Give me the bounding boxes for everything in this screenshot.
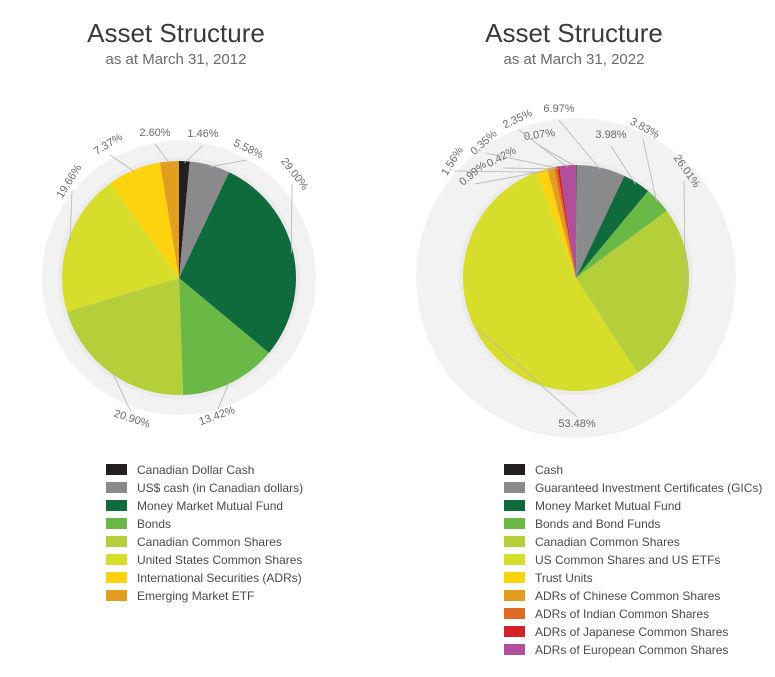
pie-slice-international-securities-adrs xyxy=(110,162,179,278)
leader-line xyxy=(610,145,636,185)
pie-slice-guaranteed-investment-certificates-gics xyxy=(576,165,625,278)
pie-slice-trust-units xyxy=(536,168,576,278)
slice-label-international-securities-adrs: 7.37% xyxy=(92,131,125,158)
slice-label-money-market-mutual-fund: 3.98% xyxy=(595,129,626,141)
legend-label-bonds: Bonds xyxy=(137,517,171,531)
leader-line xyxy=(217,381,230,410)
slice-label-canadian-common-shares: 20.90% xyxy=(112,408,151,431)
legend-swatch-us-common-shares-and-us-etfs xyxy=(504,554,525,565)
legend-swatch-money-market-mutual-fund xyxy=(504,500,525,511)
legend-swatch-bonds-and-bond-funds xyxy=(504,518,525,529)
chart-subtitle: as at March 31, 2012 xyxy=(106,51,247,68)
pie-slice-money-market-mutual-fund xyxy=(179,172,296,353)
leader-line xyxy=(290,183,293,254)
legend-label-cash: Cash xyxy=(535,463,563,477)
legend-swatch-trust-units xyxy=(504,572,525,583)
pie-slice-emerging-market-etf xyxy=(159,161,179,278)
leader-line xyxy=(109,154,135,173)
legend-swatch-adrs-of-indian-common-shares xyxy=(504,608,525,619)
legend-label-us-common-shares-and-us-etfs: US Common Shares and US ETFs xyxy=(535,553,720,567)
leader-line xyxy=(558,119,601,171)
legend-label-united-states-common-shares: United States Common Shares xyxy=(137,553,302,567)
legend-label-canadian-common-shares: Canadian Common Shares xyxy=(535,535,680,549)
slice-label-emerging-market-etf: 2.60% xyxy=(139,127,170,139)
legend-swatch-canadian-dollar-cash xyxy=(106,464,127,475)
legend-swatch-canadian-common-shares xyxy=(504,536,525,547)
pie-slice-canadian-dollar-cash xyxy=(179,161,190,278)
pie-slice-bonds-and-bond-funds xyxy=(576,191,667,278)
pie-chart-1: Asset Structure as at March 31, 2012 1.46%… xyxy=(42,18,316,603)
leader-line xyxy=(111,371,132,413)
pie-slice-adrs-of-japanese-common-shares xyxy=(556,166,576,278)
pie-slice-money-market-mutual-fund xyxy=(576,175,649,278)
leader-line xyxy=(454,170,543,173)
legend-swatch-emerging-market-etf xyxy=(106,590,127,601)
pie-slice-canadian-common-shares xyxy=(66,278,183,395)
legend-label-money-market-mutual-fund: Money Market Mutual Fund xyxy=(535,499,681,513)
chart-title: Asset Structure xyxy=(485,18,663,48)
legend-label-canadian-common-shares: Canadian Common Shares xyxy=(137,535,282,549)
leader-line xyxy=(642,138,657,202)
legend-label-emerging-market-etf: Emerging Market ETF xyxy=(137,589,254,603)
legend-label-adrs-of-european-common-shares: ADRs of European Common Shares xyxy=(535,643,728,657)
pie-slice-adrs-of-chinese-common-shares xyxy=(547,167,576,278)
leader-line xyxy=(518,129,569,168)
legend-swatch-bonds xyxy=(106,518,127,529)
leader-line xyxy=(683,180,686,298)
chart-subtitle: as at March 31, 2022 xyxy=(504,51,645,68)
legend-label-international-securities-adrs: International Securities (ADRs) xyxy=(137,571,302,585)
pie-slice-adrs-of-indian-common-shares xyxy=(553,166,576,278)
legend-label-bonds-and-bond-funds: Bonds and Bond Funds xyxy=(535,517,660,531)
legend-swatch-adrs-of-japanese-common-shares xyxy=(504,626,525,637)
leader-line xyxy=(154,143,170,164)
legend-label-adrs-of-japanese-common-shares: ADRs of Japanese Common Shares xyxy=(535,625,728,639)
legend-swatch-cash xyxy=(504,464,525,475)
leader-line xyxy=(69,190,73,242)
slice-label-guaranteed-investment-certificates-gics: 6.97% xyxy=(543,103,574,115)
legend-label-money-market-mutual-fund: Money Market Mutual Fund xyxy=(137,499,283,513)
legend-label-trust-units: Trust Units xyxy=(535,571,593,585)
legend-swatch-united-states-common-shares xyxy=(106,554,127,565)
legend-swatch-international-securities-adrs xyxy=(106,572,127,583)
leader-line xyxy=(183,144,204,164)
legend-swatch-guaranteed-investment-certificates-gics xyxy=(504,482,525,493)
leader-line xyxy=(485,152,559,169)
pie-slice-bonds xyxy=(179,278,269,395)
legend: Canadian Dollar Cash US$ cash (in Canadia… xyxy=(106,463,303,603)
leader-line xyxy=(474,169,552,185)
legend-label-canadian-dollar-cash: Canadian Dollar Cash xyxy=(137,463,254,477)
legend-swatch-canadian-common-shares xyxy=(106,536,127,547)
legend-swatch-adrs-of-european-common-shares xyxy=(504,644,525,655)
legend-swatch-money-market-mutual-fund xyxy=(106,500,127,511)
leader-line xyxy=(209,159,248,168)
leader-line xyxy=(476,327,578,418)
legend: Cash Guaranteed Investment Certificates (… xyxy=(504,463,762,657)
leader-line xyxy=(502,167,556,170)
leader-line xyxy=(539,145,577,168)
pie-slice-us-cash-in-canadian-dollars xyxy=(179,161,230,278)
slice-label-money-market-mutual-fund: 29.00% xyxy=(278,156,311,193)
legend-label-adrs-of-chinese-common-shares: ADRs of Chinese Common Shares xyxy=(535,589,720,603)
legend-swatch-adrs-of-chinese-common-shares xyxy=(504,590,525,601)
chart-title: Asset Structure xyxy=(87,18,265,48)
legend-label-guaranteed-investment-certificates-gics: Guaranteed Investment Certificates (GICs… xyxy=(535,481,762,495)
pie-slice-united-states-common-shares xyxy=(62,183,179,312)
pie-slice-adrs-of-european-common-shares xyxy=(559,165,576,278)
legend-swatch-us-cash-in-canadian-dollars xyxy=(106,482,127,493)
legend-label-us-cash-in-canadian-dollars: US$ cash (in Canadian dollars) xyxy=(137,481,303,495)
legend-label-adrs-of-indian-common-shares: ADRs of Indian Common Shares xyxy=(535,607,709,621)
pie-slice-us-common-shares-and-us-etfs xyxy=(462,172,638,391)
pie-slice-canadian-common-shares xyxy=(576,210,689,373)
slice-label-us-common-shares-and-us-etfs: 53.48% xyxy=(558,418,596,430)
slice-label-canadian-dollar-cash: 1.46% xyxy=(187,128,218,140)
